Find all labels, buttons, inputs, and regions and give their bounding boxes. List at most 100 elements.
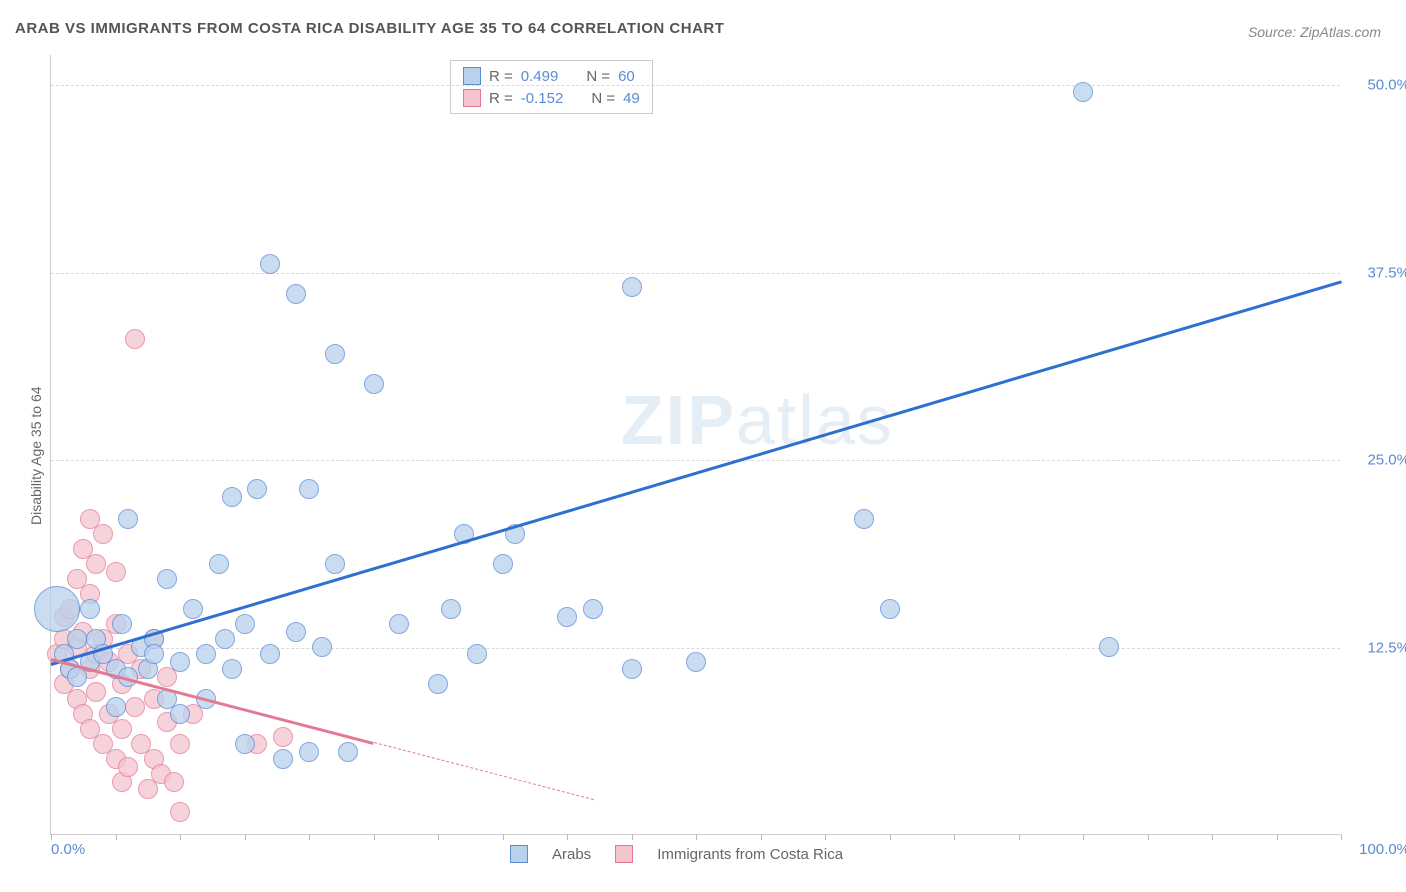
x-tick xyxy=(180,834,181,840)
grid-line xyxy=(51,648,1340,649)
y-tick-label: 50.0% xyxy=(1350,77,1406,94)
x-tick xyxy=(309,834,310,840)
x-tick xyxy=(438,834,439,840)
data-point xyxy=(286,622,306,642)
data-point xyxy=(247,479,267,499)
n-label: N = xyxy=(591,90,615,107)
chart-title: ARAB VS IMMIGRANTS FROM COSTA RICA DISAB… xyxy=(15,20,724,37)
n-label: N = xyxy=(586,68,610,85)
n-value-costa-rica: 49 xyxy=(623,90,640,107)
x-tick xyxy=(51,834,52,840)
trend-line xyxy=(373,742,593,800)
r-value-costa-rica: -0.152 xyxy=(521,90,564,107)
y-tick-label: 25.0% xyxy=(1350,452,1406,469)
watermark: ZIPatlas xyxy=(621,380,894,460)
x-tick xyxy=(374,834,375,840)
correlation-legend: R = 0.499 N = 60 R = -0.152 N = 49 xyxy=(450,60,653,114)
x-tick xyxy=(1341,834,1342,840)
r-label: R = xyxy=(489,68,513,85)
data-point xyxy=(557,607,577,627)
data-point xyxy=(260,644,280,664)
data-point xyxy=(93,524,113,544)
x-tick xyxy=(567,834,568,840)
watermark-bold: ZIP xyxy=(621,381,736,459)
trend-line xyxy=(51,280,1342,665)
data-point xyxy=(144,644,164,664)
data-point xyxy=(106,697,126,717)
data-point xyxy=(299,479,319,499)
data-point xyxy=(86,554,106,574)
data-point xyxy=(583,599,603,619)
data-point xyxy=(467,644,487,664)
x-tick xyxy=(890,834,891,840)
data-point xyxy=(118,509,138,529)
y-tick-label: 37.5% xyxy=(1350,264,1406,281)
y-axis-title: Disability Age 35 to 64 xyxy=(28,386,44,525)
swatch-arabs xyxy=(510,845,528,863)
source-attribution: Source: ZipAtlas.com xyxy=(1248,24,1381,40)
swatch-arabs xyxy=(463,67,481,85)
data-point xyxy=(286,284,306,304)
data-point xyxy=(125,329,145,349)
data-point xyxy=(170,652,190,672)
data-point xyxy=(338,742,358,762)
r-label: R = xyxy=(489,90,513,107)
data-point xyxy=(222,659,242,679)
data-point xyxy=(183,599,203,619)
r-value-arabs: 0.499 xyxy=(521,68,559,85)
data-point xyxy=(325,554,345,574)
x-tick xyxy=(761,834,762,840)
swatch-costa-rica xyxy=(463,89,481,107)
data-point xyxy=(622,659,642,679)
data-point xyxy=(325,344,345,364)
x-tick xyxy=(245,834,246,840)
x-tick xyxy=(116,834,117,840)
data-point xyxy=(312,637,332,657)
data-point xyxy=(125,697,145,717)
x-tick xyxy=(1277,834,1278,840)
data-point xyxy=(686,652,706,672)
grid-line xyxy=(51,460,1340,461)
data-point xyxy=(299,742,319,762)
data-point xyxy=(273,749,293,769)
data-point xyxy=(170,734,190,754)
data-point xyxy=(428,674,448,694)
x-tick xyxy=(1212,834,1213,840)
data-point xyxy=(364,374,384,394)
data-point xyxy=(235,734,255,754)
data-point xyxy=(215,629,235,649)
series-legend: Arabs Immigrants from Costa Rica xyxy=(510,845,843,863)
data-point xyxy=(170,802,190,822)
x-tick xyxy=(1148,834,1149,840)
x-tick-label: 0.0% xyxy=(51,841,85,858)
data-point xyxy=(34,586,80,632)
data-point xyxy=(854,509,874,529)
grid-line xyxy=(51,85,1340,86)
data-point xyxy=(273,727,293,747)
grid-line xyxy=(51,273,1340,274)
data-point xyxy=(170,704,190,724)
n-value-arabs: 60 xyxy=(618,68,635,85)
data-point xyxy=(86,682,106,702)
x-tick xyxy=(1019,834,1020,840)
data-point xyxy=(112,719,132,739)
x-tick xyxy=(503,834,504,840)
legend-row-arabs: R = 0.499 N = 60 xyxy=(463,65,640,87)
data-point xyxy=(164,772,184,792)
data-point xyxy=(222,487,242,507)
data-point xyxy=(1099,637,1119,657)
data-point xyxy=(67,629,87,649)
legend-label-costa-rica: Immigrants from Costa Rica xyxy=(657,846,843,863)
data-point xyxy=(260,254,280,274)
data-point xyxy=(441,599,461,619)
x-tick xyxy=(825,834,826,840)
data-point xyxy=(880,599,900,619)
legend-row-costa-rica: R = -0.152 N = 49 xyxy=(463,87,640,109)
swatch-costa-rica xyxy=(615,845,633,863)
data-point xyxy=(80,599,100,619)
x-tick-label: 100.0% xyxy=(1350,841,1406,858)
data-point xyxy=(106,562,126,582)
x-tick xyxy=(696,834,697,840)
data-point xyxy=(493,554,513,574)
x-tick xyxy=(1083,834,1084,840)
